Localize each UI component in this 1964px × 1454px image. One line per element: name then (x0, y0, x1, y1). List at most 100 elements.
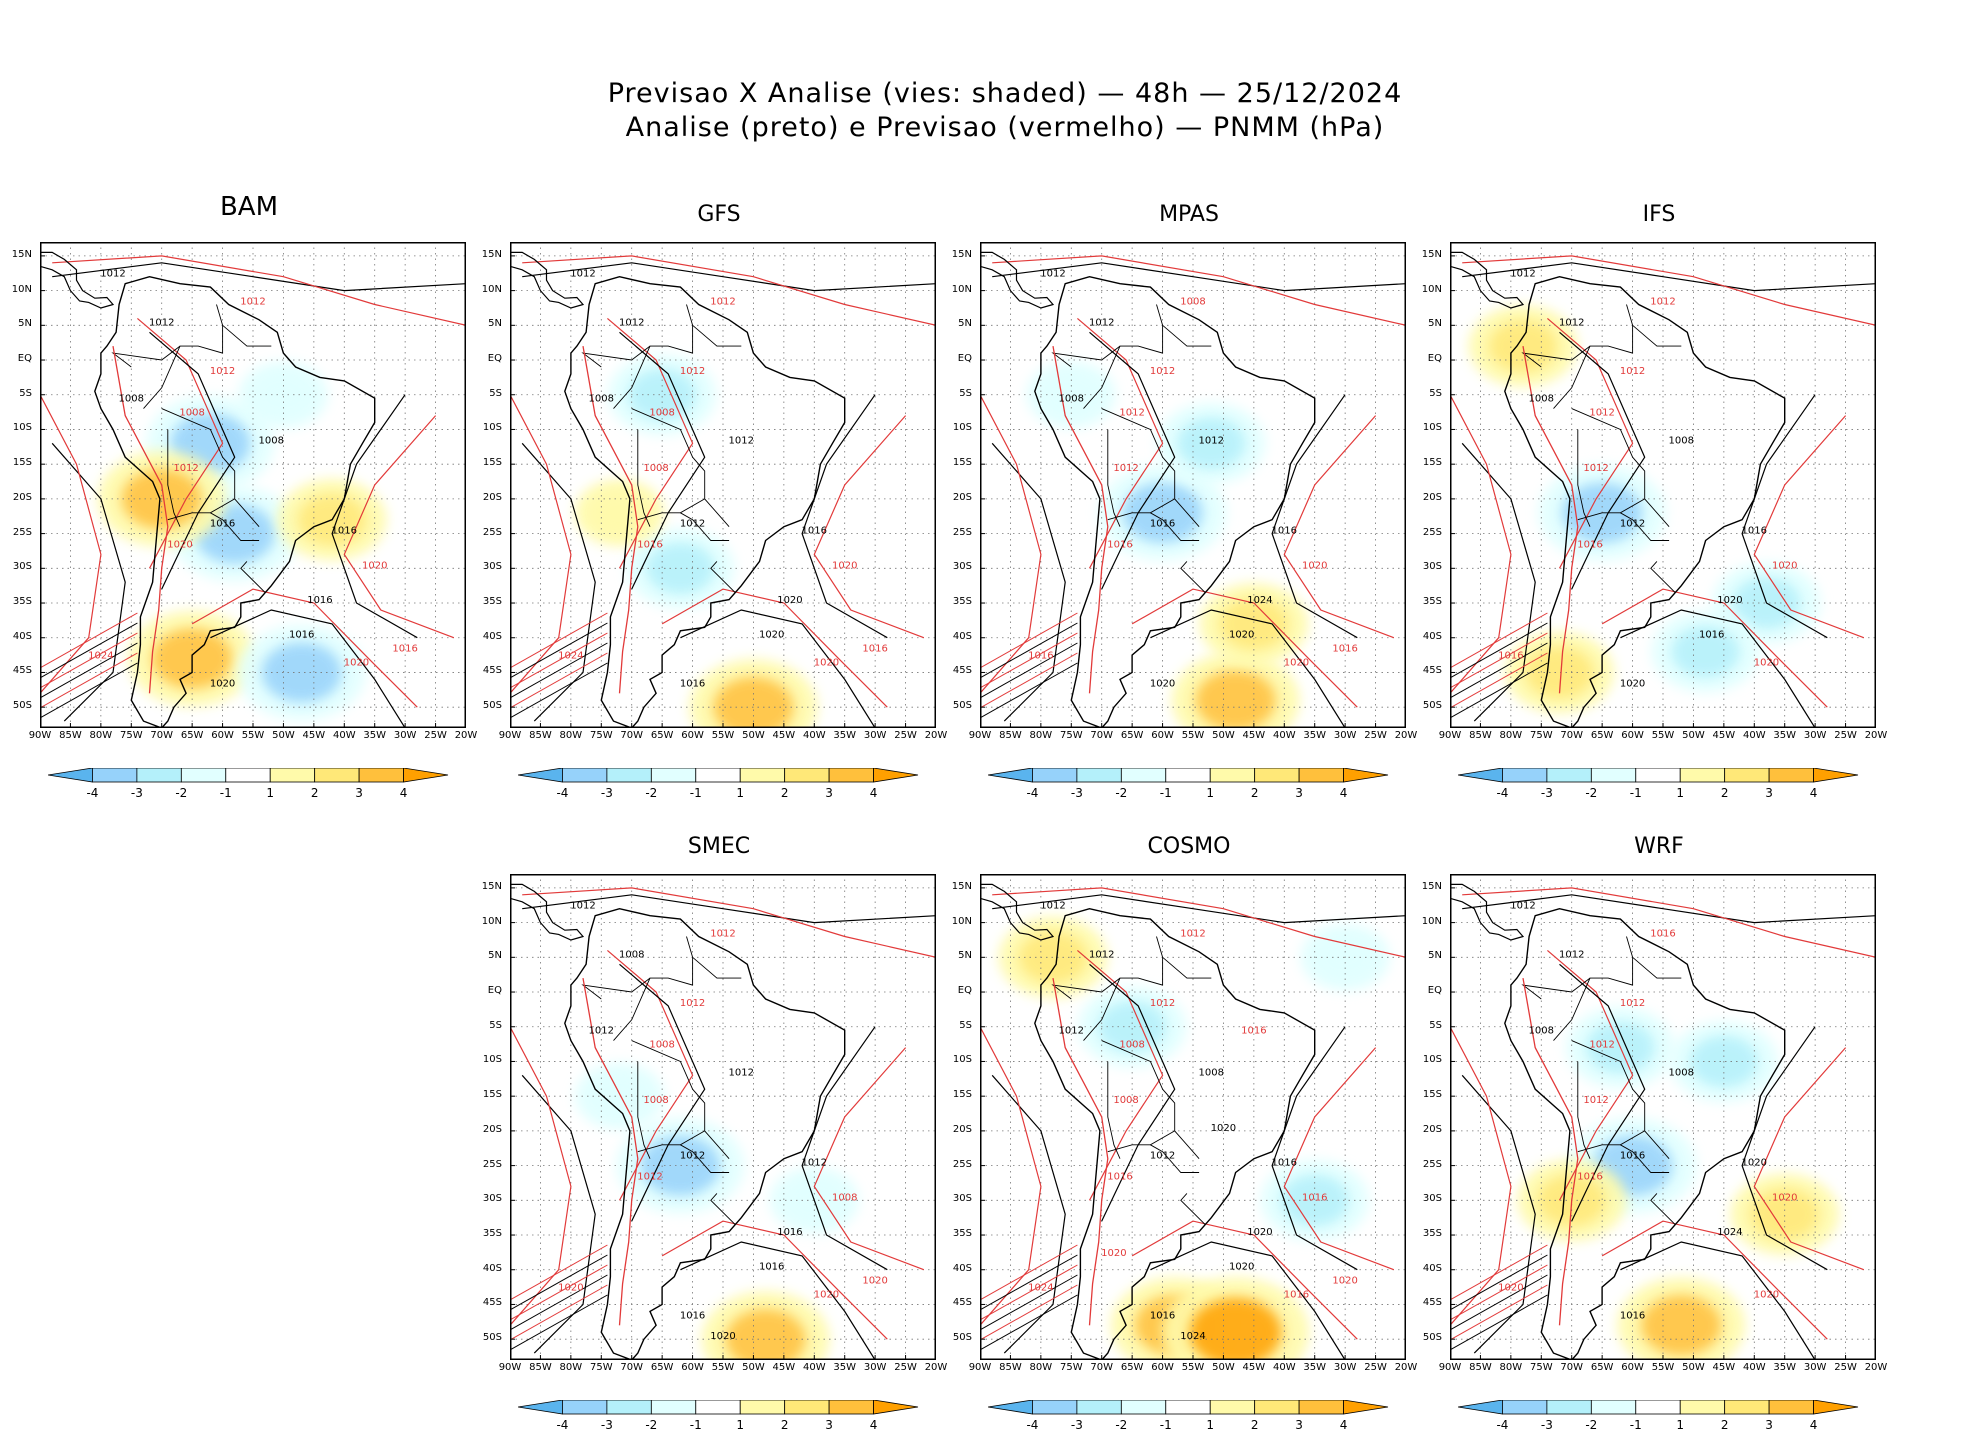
colorbar-swatch (606, 768, 652, 783)
country-border (1650, 561, 1676, 593)
y-tick-label: 10N (951, 915, 972, 927)
y-tick-label: 5N (1428, 950, 1442, 962)
colorbar-label: 4 (1810, 786, 1818, 800)
colorbar-swatch (1076, 1400, 1122, 1415)
x-tick-label: 50W (1682, 1362, 1705, 1373)
contour-label: 1012 (100, 269, 125, 280)
colorbar-label: 3 (1295, 786, 1303, 800)
forecast-isobar (510, 612, 608, 669)
colorbar-label: 1 (266, 786, 274, 800)
x-tick-label: 80W (89, 730, 113, 741)
panel-title: MPAS (1159, 202, 1219, 227)
y-tick-label: 10S (952, 422, 972, 434)
colorbar-label: -1 (1630, 786, 1642, 800)
y-tick-label: 15S (482, 1089, 502, 1101)
y-tick-label: EQ (17, 353, 32, 365)
contour-label: 1016 (862, 644, 887, 655)
analysis-isobar (801, 394, 888, 639)
x-tick-label: 90W (1438, 730, 1462, 741)
analysis-isobar (510, 662, 608, 719)
x-tick-label: 45W (1712, 1362, 1736, 1373)
y-tick-label: 5N (18, 318, 32, 330)
country-border (1101, 1040, 1200, 1159)
y-tick-label: 45S (952, 665, 972, 677)
x-tick-label: 75W (1529, 1362, 1553, 1373)
colorbar-label: 2 (1721, 1418, 1729, 1432)
contour-label: 1012 (1620, 998, 1645, 1009)
y-tick-label: 30S (952, 561, 972, 573)
x-tick-label: 60W (1621, 730, 1644, 741)
country-border (637, 1130, 705, 1153)
colorbar-swatch (1768, 768, 1814, 783)
x-tick-label: 45W (772, 730, 796, 741)
contour-label: 1016 (392, 644, 417, 655)
country-border (1626, 936, 1682, 979)
coastline (980, 883, 1055, 941)
x-tick-label: 65W (650, 730, 674, 741)
analysis-isobar (52, 262, 466, 292)
y-tick-label: EQ (1427, 985, 1442, 997)
colorbar-label: -4 (556, 786, 568, 800)
contour-label: 1012 (1040, 901, 1065, 912)
country-border (1577, 1130, 1645, 1153)
analysis-isobar (980, 1254, 1078, 1311)
contour-label: 1016 (680, 1310, 705, 1321)
x-tick-label: 55W (1181, 1362, 1205, 1373)
y-tick-label: EQ (957, 353, 972, 365)
country-border (686, 304, 742, 347)
contour-label: 1008 (649, 1040, 674, 1051)
y-tick-label: 15S (12, 457, 32, 469)
contour-label: 1016 (802, 526, 827, 537)
contour-label: 1012 (173, 463, 198, 474)
x-tick-label: 60W (681, 1362, 704, 1373)
colorbar-swatch (1813, 768, 1859, 783)
country-border (613, 325, 694, 409)
contour-label: 1012 (1119, 408, 1144, 419)
contour-label: 1012 (729, 435, 754, 446)
forecast-isobar (510, 1264, 608, 1321)
contour-label: 1020 (210, 678, 235, 689)
analysis-isobar (980, 1274, 1078, 1331)
coastline (1504, 907, 1786, 1360)
colorbar-swatch (269, 768, 316, 783)
colorbar-swatch (828, 1400, 874, 1415)
analysis-isobar (980, 642, 1078, 699)
y-tick-label: 40S (952, 1262, 972, 1274)
contour-label: 1016 (1620, 1310, 1645, 1321)
analysis-isobar (1150, 609, 1346, 728)
x-tick-label: 20W (1864, 730, 1888, 741)
forecast-isobar (1052, 977, 1109, 1326)
analysis-isobar (522, 894, 936, 924)
country-border (1571, 1040, 1670, 1159)
colorbar-label: 2 (1251, 786, 1259, 800)
y-tick-label: 5N (1428, 318, 1442, 330)
forecast-isobar (40, 612, 138, 669)
colorbar-label: -4 (1026, 1418, 1038, 1432)
coastline (1034, 907, 1316, 1360)
colorbar-swatch (739, 768, 786, 783)
contour-label: 1016 (1742, 526, 1767, 537)
contour-label: 1016 (1577, 539, 1602, 550)
forecast-isobar (1601, 1220, 1828, 1340)
contour-label: 1016 (1150, 519, 1175, 530)
y-tick-label: 40S (1422, 630, 1442, 642)
y-tick-label: 5N (958, 318, 972, 330)
forecast-isobar (191, 588, 418, 708)
contour-label: 1012 (1589, 1040, 1614, 1051)
bias-shade (1189, 1297, 1282, 1360)
analysis-isobar (1450, 662, 1548, 719)
colorbar-swatch (828, 768, 874, 783)
forecast-isobar (1601, 588, 1828, 708)
contour-label: 1020 (167, 539, 192, 550)
analysis-isobar (991, 1074, 1066, 1354)
x-tick-label: 45W (1242, 1362, 1266, 1373)
y-tick-label: 15N (951, 248, 972, 260)
y-tick-label: 10N (11, 283, 32, 295)
country-border (637, 429, 651, 527)
x-tick-label: 20W (924, 730, 948, 741)
x-tick-label: 85W (999, 1362, 1022, 1373)
y-tick-label: 45S (1422, 665, 1442, 677)
x-tick-label: 40W (332, 730, 356, 741)
forecast-isobar (40, 652, 138, 709)
y-tick-label: 15N (1421, 880, 1442, 892)
